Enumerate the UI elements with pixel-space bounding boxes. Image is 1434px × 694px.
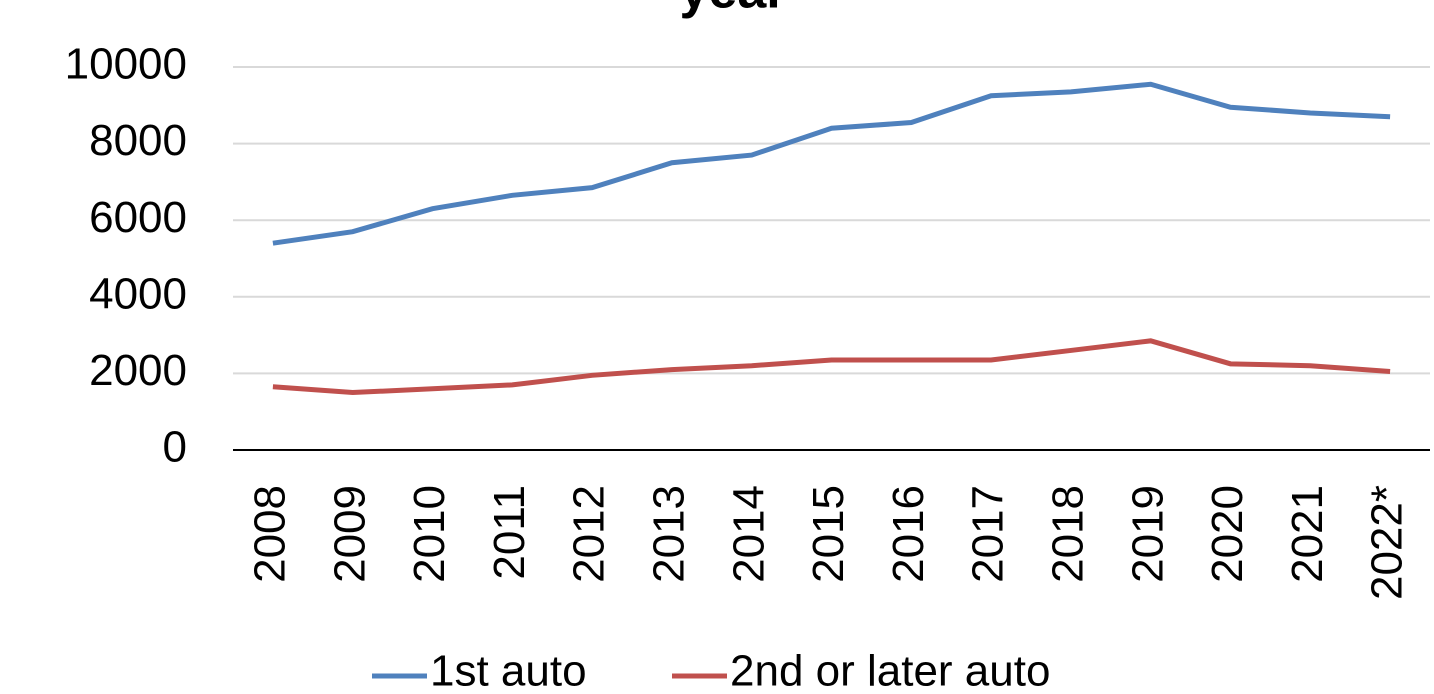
x-tick-label: 2021 (1283, 485, 1332, 583)
x-tick-label: 2013 (645, 485, 694, 583)
x-tick-label: 2018 (1044, 485, 1093, 583)
x-tick-label: 2008 (246, 485, 295, 583)
x-tick-label: 2010 (405, 485, 454, 583)
y-tick-label: 4000 (89, 269, 187, 318)
y-tick-label: 10000 (65, 40, 187, 89)
x-tick-label: 2012 (565, 485, 614, 583)
legend-label: 1st auto (430, 647, 587, 694)
x-tick-label: 2016 (884, 485, 933, 583)
legend-label: 2nd or later auto (730, 647, 1050, 694)
x-tick-label: 2009 (325, 485, 374, 583)
series-line (272, 338, 1391, 396)
series-line (272, 81, 1391, 246)
y-tick-label: 2000 (89, 346, 187, 395)
x-tick-label: 2019 (1123, 485, 1172, 583)
x-tick-label: 2011 (485, 485, 534, 580)
x-tick-label: 2020 (1203, 485, 1252, 583)
y-tick-label: 8000 (89, 116, 187, 165)
x-tick-label: 2014 (724, 485, 773, 583)
x-tick-label: 2015 (804, 485, 853, 583)
chart-title: year (680, 0, 787, 20)
y-tick-label: 6000 (89, 193, 187, 242)
x-tick-label: 2017 (964, 485, 1013, 583)
x-tick-label: 2022* (1363, 485, 1412, 600)
y-tick-label: 0 (163, 423, 187, 472)
